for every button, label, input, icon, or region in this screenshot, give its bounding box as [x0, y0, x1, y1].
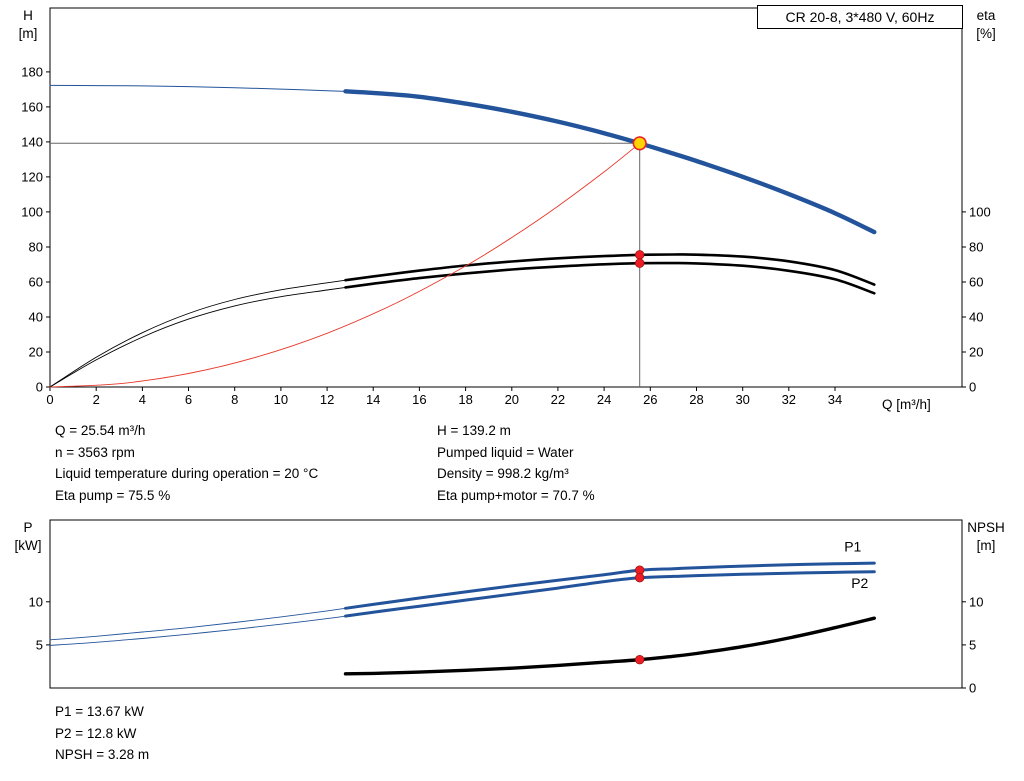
operating-point-dot [635, 258, 645, 268]
y-right-axis-title: [m] [977, 538, 996, 553]
operating-point-dot [635, 655, 645, 665]
system-curve [49, 142, 641, 388]
y-left-tick-label: 10 [29, 594, 43, 609]
y-right-axis-title: [%] [976, 26, 996, 41]
head-efficiency-chart: 0 2 4 6 8 10 12 14 16 18 20 22 24 26 28 30 32 34 Q [m³/h]0… [19, 7, 996, 412]
head-curve [343, 89, 877, 235]
p1-curve [49, 607, 346, 641]
x-tick-label: 18 [458, 392, 472, 407]
eta-pump-curve [49, 279, 346, 388]
annotation-p1: P1 = 13.67 kW [55, 704, 144, 719]
y-right-tick-label: 60 [969, 275, 983, 290]
eta-pump-curve [344, 253, 876, 286]
y-right-tick-label: 100 [969, 204, 991, 219]
p2-curve-label: P2 [851, 575, 868, 591]
p1-curve [344, 561, 876, 610]
annotation-speed: n = 3563 rpm [55, 444, 135, 460]
y-left-tick-label: 40 [29, 310, 43, 325]
duty-point-marker [632, 136, 647, 151]
x-tick-label: 6 [185, 392, 192, 407]
x-tick-label: 10 [274, 392, 288, 407]
y-right-tick-label: 40 [969, 310, 983, 325]
x-tick-label: 12 [320, 392, 334, 407]
y-left-axis-title: [kW] [15, 538, 42, 553]
y-right-tick-label: 10 [969, 594, 983, 609]
y-left-tick-label: 120 [21, 169, 43, 184]
plot-border [49, 519, 963, 689]
x-tick-label: 34 [828, 392, 842, 407]
y-left-tick-label: 80 [29, 240, 43, 255]
x-tick-label: 4 [139, 392, 146, 407]
y-left-axis-title: P [23, 520, 32, 535]
annotation-flow: Q = 25.54 m³/h [55, 423, 146, 438]
eta-pump-motor-curve [49, 286, 346, 388]
operating-point-dot [635, 250, 645, 260]
duty-annotations-left: Q = 25.54 m³/h n = 3563 rpm Liquid tempe… [55, 420, 318, 506]
annotation-eta-pump-motor: Eta pump+motor = 70.7 % [437, 487, 595, 503]
y-left-axis-title: [m] [19, 26, 38, 41]
annotation-p2: P2 = 12.8 kW [55, 725, 137, 741]
y-right-axis-title: NPSH [967, 520, 1005, 535]
x-tick-label: 32 [782, 392, 796, 407]
y-left-tick-label: 20 [29, 345, 43, 360]
annotation-density: Density = 998.2 kg/m³ [437, 466, 569, 481]
y-left-tick-label: 60 [29, 275, 43, 290]
annotation-head: H = 139.2 m [437, 423, 511, 438]
power-npsh-chart: 5 10 0 5 10 P [kW] NPSH [m] P2 P1 [15, 519, 1005, 696]
y-right-tick-label: 20 [969, 345, 983, 360]
plot-border [49, 7, 963, 388]
x-tick-label: 24 [597, 392, 611, 407]
y-left-tick-label: 160 [21, 99, 43, 114]
x-axis-title: Q [m³/h] [882, 397, 931, 412]
x-tick-label: 30 [735, 392, 749, 407]
curve-title-box: CR 20-8, 3*480 V, 60Hz [757, 5, 963, 29]
pump-model-title: CR 20-8, 3*480 V, 60Hz [785, 9, 935, 25]
annotation-npsh: NPSH = 3.28 m [55, 747, 150, 762]
power-annotations: P1 = 13.67 kW P2 = 12.8 kW NPSH = 3.28 m [55, 701, 149, 766]
x-tick-label: 14 [366, 392, 380, 407]
y-left-axis-title: H [23, 8, 33, 23]
x-tick-label: 0 [46, 392, 53, 407]
y-left-tick-label: 180 [21, 64, 43, 79]
annotation-eta-pump: Eta pump = 75.5 % [55, 487, 171, 503]
x-tick-label: 16 [412, 392, 426, 407]
annotation-liquid-temperature: Liquid temperature during operation = 20… [55, 466, 319, 481]
x-tick-label: 22 [551, 392, 565, 407]
y-right-tick-label: 80 [969, 240, 983, 255]
p2-curve [344, 570, 876, 618]
x-tick-label: 26 [643, 392, 657, 407]
p1-curve-label: P1 [844, 539, 861, 555]
y-left-tick-label: 100 [21, 204, 43, 219]
y-right-tick-label: 5 [969, 637, 976, 652]
y-right-axis-title: eta [977, 8, 996, 23]
eta-pump-motor-curve [344, 261, 876, 295]
y-left-tick-label: 0 [36, 380, 43, 395]
y-left-tick-label: 140 [21, 134, 43, 149]
x-tick-label: 20 [505, 392, 519, 407]
annotation-pumped-liquid: Pumped liquid = Water [437, 444, 574, 460]
npsh-curve [343, 616, 876, 676]
y-left-tick-label: 5 [36, 637, 43, 652]
p2-curve [49, 615, 346, 646]
x-tick-label: 2 [93, 392, 100, 407]
x-tick-label: 8 [231, 392, 238, 407]
operating-point-dot [635, 573, 645, 583]
x-tick-label: 28 [689, 392, 703, 407]
y-right-tick-label: 0 [969, 681, 976, 696]
head-curve [49, 84, 346, 92]
duty-annotations-right: H = 139.2 m Pumped liquid = Water Densit… [437, 420, 595, 506]
y-right-tick-label: 0 [969, 380, 976, 395]
